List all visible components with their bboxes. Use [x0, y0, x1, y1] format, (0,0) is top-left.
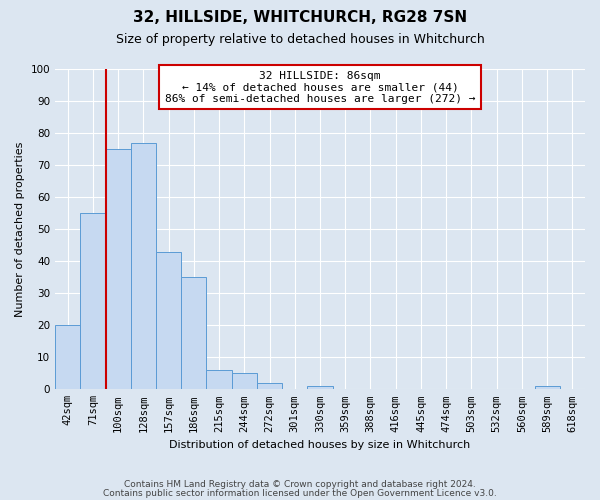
Bar — [106, 149, 131, 390]
Text: Contains public sector information licensed under the Open Government Licence v3: Contains public sector information licen… — [103, 488, 497, 498]
Bar — [206, 370, 232, 390]
Bar — [156, 252, 181, 390]
Y-axis label: Number of detached properties: Number of detached properties — [15, 142, 25, 317]
Text: Contains HM Land Registry data © Crown copyright and database right 2024.: Contains HM Land Registry data © Crown c… — [124, 480, 476, 489]
Bar — [55, 325, 80, 390]
Text: Size of property relative to detached houses in Whitchurch: Size of property relative to detached ho… — [116, 32, 484, 46]
Bar — [535, 386, 560, 390]
Bar — [181, 277, 206, 390]
Bar — [307, 386, 332, 390]
Bar — [257, 383, 282, 390]
Bar — [232, 374, 257, 390]
Text: 32, HILLSIDE, WHITCHURCH, RG28 7SN: 32, HILLSIDE, WHITCHURCH, RG28 7SN — [133, 10, 467, 25]
Text: 32 HILLSIDE: 86sqm
← 14% of detached houses are smaller (44)
86% of semi-detache: 32 HILLSIDE: 86sqm ← 14% of detached hou… — [165, 70, 475, 104]
Bar — [131, 142, 156, 390]
X-axis label: Distribution of detached houses by size in Whitchurch: Distribution of detached houses by size … — [169, 440, 470, 450]
Bar — [80, 213, 106, 390]
